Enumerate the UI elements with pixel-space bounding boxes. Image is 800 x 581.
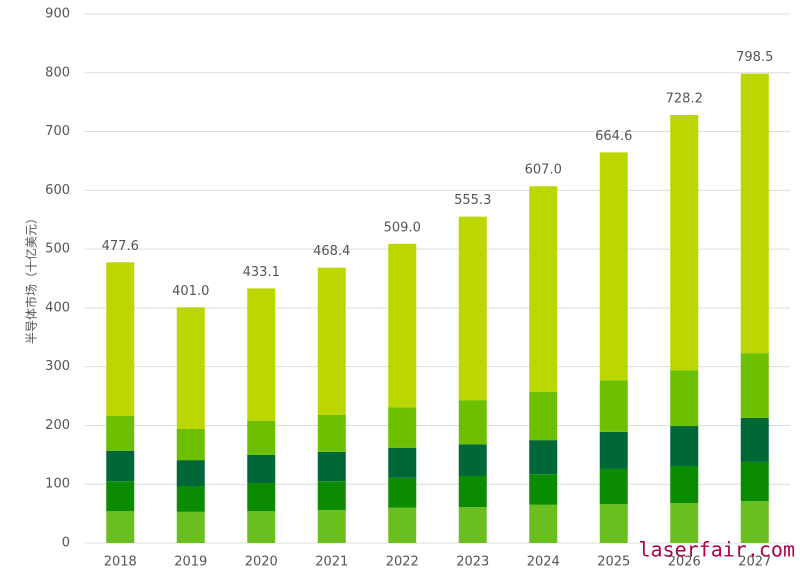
bar-segment: [740, 417, 769, 462]
bar-segment: [106, 262, 135, 417]
bar-segment: [106, 511, 135, 543]
total-label: 468.4: [313, 244, 350, 259]
total-label: 509.0: [384, 220, 421, 235]
total-label: 728.2: [666, 91, 703, 106]
y-tick-label: 700: [45, 124, 70, 139]
bar-segment: [670, 426, 699, 467]
bar-segment: [247, 511, 276, 543]
x-tick-label: 2018: [104, 555, 137, 570]
bar-segment: [599, 504, 628, 543]
x-tick-label: 2023: [456, 555, 489, 570]
bar-segment: [740, 73, 769, 354]
y-axis-label: 半导体市场（十亿美元）: [24, 212, 39, 344]
y-tick-label: 300: [45, 359, 70, 374]
total-label: 433.1: [243, 265, 280, 280]
x-tick-label: 2026: [668, 555, 701, 570]
bar-segment: [176, 511, 205, 543]
y-tick-label: 200: [45, 418, 70, 433]
bar-segment: [599, 431, 628, 469]
bar-segment: [529, 474, 558, 505]
x-tick-label: 2027: [738, 555, 771, 570]
y-tick-label: 500: [45, 242, 70, 257]
total-label: 401.0: [172, 284, 209, 299]
bar-segment: [458, 507, 487, 543]
bar-segment: [529, 504, 558, 543]
total-label: 555.3: [454, 193, 491, 208]
x-tick-label: 2019: [174, 555, 207, 570]
bar-segment: [529, 440, 558, 475]
bar-segment: [740, 501, 769, 543]
y-tick-label: 0: [62, 536, 70, 551]
bar-segment: [388, 507, 417, 543]
bar-segment: [317, 481, 346, 511]
bar-segment: [529, 391, 558, 441]
bar-segment: [317, 267, 346, 415]
bar-segment: [599, 468, 628, 505]
bar-segment: [458, 216, 487, 401]
bar-segment: [106, 416, 135, 451]
bar-segment: [106, 481, 135, 512]
bar-segment: [317, 510, 346, 543]
y-tick-label: 400: [45, 300, 70, 315]
bar-segment: [247, 454, 276, 484]
total-label: 607.0: [525, 163, 562, 178]
bar-segment: [176, 485, 205, 512]
bar-segment: [388, 447, 417, 478]
bar-segment: [740, 353, 769, 418]
bar-segment: [670, 503, 699, 543]
bar-segment: [247, 420, 276, 455]
bar-segment: [106, 450, 135, 482]
x-tick-label: 2025: [597, 555, 630, 570]
bar-segment: [176, 428, 205, 461]
y-tick-label: 800: [45, 65, 70, 80]
bar-segment: [317, 414, 346, 452]
bar-segment: [599, 152, 628, 381]
bar-segment: [458, 444, 487, 476]
bar-segment: [670, 466, 699, 504]
y-tick-label: 600: [45, 183, 70, 198]
y-tick-label: 900: [45, 7, 70, 22]
bar-segment: [317, 451, 346, 482]
bar-segment: [670, 114, 699, 371]
bar-segment: [388, 477, 417, 508]
bar-segment: [458, 400, 487, 445]
bar-segment: [247, 483, 276, 512]
bar-segment: [176, 460, 205, 486]
total-label: 477.6: [102, 239, 139, 254]
bar-segment: [529, 186, 558, 392]
bar-segment: [458, 475, 487, 508]
y-tick-label: 100: [45, 477, 70, 492]
bar-segment: [599, 380, 628, 432]
x-tick-label: 2022: [386, 555, 419, 570]
bar-segment: [670, 370, 699, 427]
bar-segment: [388, 243, 417, 408]
x-tick-label: 2024: [527, 555, 560, 570]
bar-segment: [388, 407, 417, 448]
total-label: 798.5: [736, 50, 773, 65]
x-tick-label: 2021: [315, 555, 348, 570]
bar-segment: [176, 307, 205, 429]
watermark: laserfair.com: [638, 538, 795, 562]
total-label: 664.6: [595, 129, 632, 144]
bar-segment: [247, 288, 276, 421]
bar-segment: [740, 461, 769, 502]
x-tick-label: 2020: [245, 555, 278, 570]
